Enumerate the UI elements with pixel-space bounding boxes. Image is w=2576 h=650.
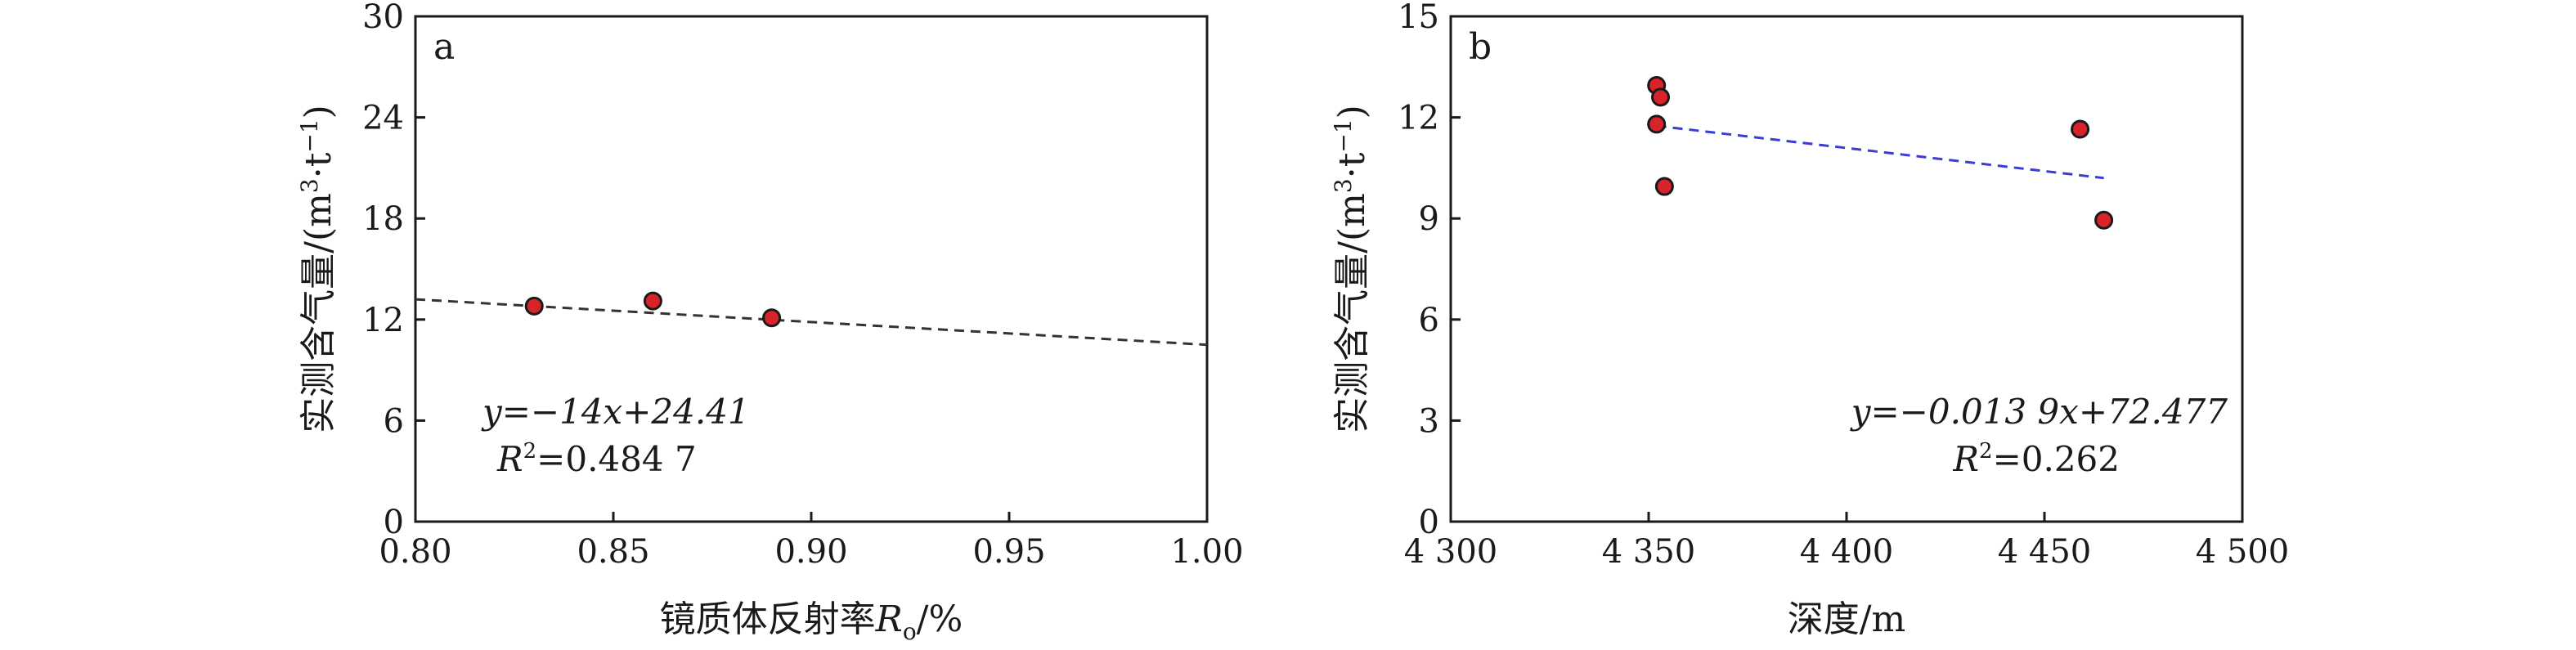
y-tick-label-b: 9 [1419,200,1439,238]
data-points-a [524,291,782,328]
data-point-b [2071,119,2090,139]
x-tick-label-b: 4 500 [2196,533,2290,571]
r2-a-value: =0.484 7 [536,439,697,479]
ylabel-b-sup2: −1 [1330,119,1357,152]
ylabel-a-sup2: −1 [296,119,323,152]
eq-b-line1: y=−0.013 9x+72.477 [1850,392,2228,432]
data-point-a [762,308,782,328]
x-tick-label-b: 4 350 [1602,533,1696,571]
y-tick-label-a: 12 [362,302,404,339]
y-ticks-b: 0 3 6 9 12 15 [1398,0,1461,541]
x-tick-label-b: 4 300 [1404,533,1498,571]
y-tick-label-a: 30 [362,0,404,36]
x-tick-label-a: 0.95 [972,533,1045,571]
x-ticks-a: 0.80 0.85 0.90 0.95 1.00 [379,512,1244,571]
ylabel-b-main: 实测含气量/(m [1331,193,1373,433]
data-points-b [1647,75,2114,230]
data-point-b [1647,114,1667,134]
xlabel-a-var: R [875,598,903,640]
trendline-a-group [415,298,1208,347]
y-ticks-a: 0 6 12 18 24 30 [362,0,425,541]
equation-b: y=−0.013 9x+72.477 [1850,392,2228,432]
ylabel-a-end: ) [298,105,339,119]
y-tick-label-a: 0 [384,504,404,541]
x-tick-label-a: 0.90 [774,533,847,571]
r2-b-symbol: R [1952,439,1979,479]
panel-label-a: a [433,26,455,68]
ylabel-a-sup1: 3 [296,178,323,193]
ylabel-b-end: ) [1331,105,1373,119]
ylabel-a-mid: ·t [298,152,339,178]
x-tick-label-b: 4 400 [1800,533,1894,571]
data-point-a [643,291,662,311]
y-tick-label-a: 24 [362,100,404,137]
r-squared-a: R2=0.484 7 [496,439,697,479]
r2-a-sup: 2 [523,439,537,464]
x-tick-label-a: 0.80 [379,533,451,571]
x-tick-label-a: 0.85 [577,533,649,571]
chart-panel-a: 0.80 0.85 0.90 0.95 1.00 0 6 12 18 24 30 a y=−14x… [296,0,1244,645]
x-tick-label-a: 1.00 [1170,533,1243,571]
ylabel-b-mid: ·t [1331,152,1373,178]
equation-a: y=−14x+24.41 [481,392,750,432]
y-tick-label-a: 6 [384,402,404,440]
data-point-a [524,296,544,316]
ylabel-a-main: 实测含气量/(m [298,193,339,433]
y-tick-label-b: 3 [1419,402,1439,440]
xlabel-a-main: 镜质体反射率 [660,598,876,640]
x-ticks-b: 4 300 4 350 4 400 4 450 4 500 [1404,512,2290,571]
xlabel-a-sub: o [903,618,917,645]
data-point-b [1651,87,1671,107]
y-tick-label-a: 18 [362,200,404,238]
r2-b-sup: 2 [1979,439,1993,464]
data-point-b [2094,210,2114,230]
trendline-b-group [1656,124,2104,180]
y-axis-title-a: 实测含气量/(m3·t−1) [296,105,339,433]
plot-frame-b [1449,15,2244,523]
ylabel-b-sup1: 3 [1330,178,1357,193]
y-axis-title-b: 实测含气量/(m3·t−1) [1330,105,1373,433]
chart-panel-b: 4 300 4 350 4 400 4 450 4 500 0 3 6 9 12 15 b y=−… [1330,0,2289,640]
r2-b-value: =0.262 [1993,439,2120,479]
x-axis-title-b: 深度/m [1788,598,1906,640]
y-tick-label-b: 6 [1419,302,1439,339]
panel-label-b: b [1469,26,1492,68]
r2-a-symbol: R [496,439,523,479]
xlabel-a-unit: /% [917,598,963,640]
y-tick-label-b: 12 [1398,100,1439,137]
trendline-a [415,298,1208,347]
data-point-b [1654,177,1674,196]
trendline-b [1656,124,2104,180]
y-tick-label-b: 0 [1419,504,1439,541]
y-tick-label-b: 15 [1398,0,1439,36]
r-squared-b: R2=0.262 [1952,439,2120,479]
x-axis-title-a: 镜质体反射率Ro/% [660,598,963,645]
eq-a-line1: y=−14x+24.41 [481,392,750,432]
x-tick-label-b: 4 450 [1998,533,2092,571]
